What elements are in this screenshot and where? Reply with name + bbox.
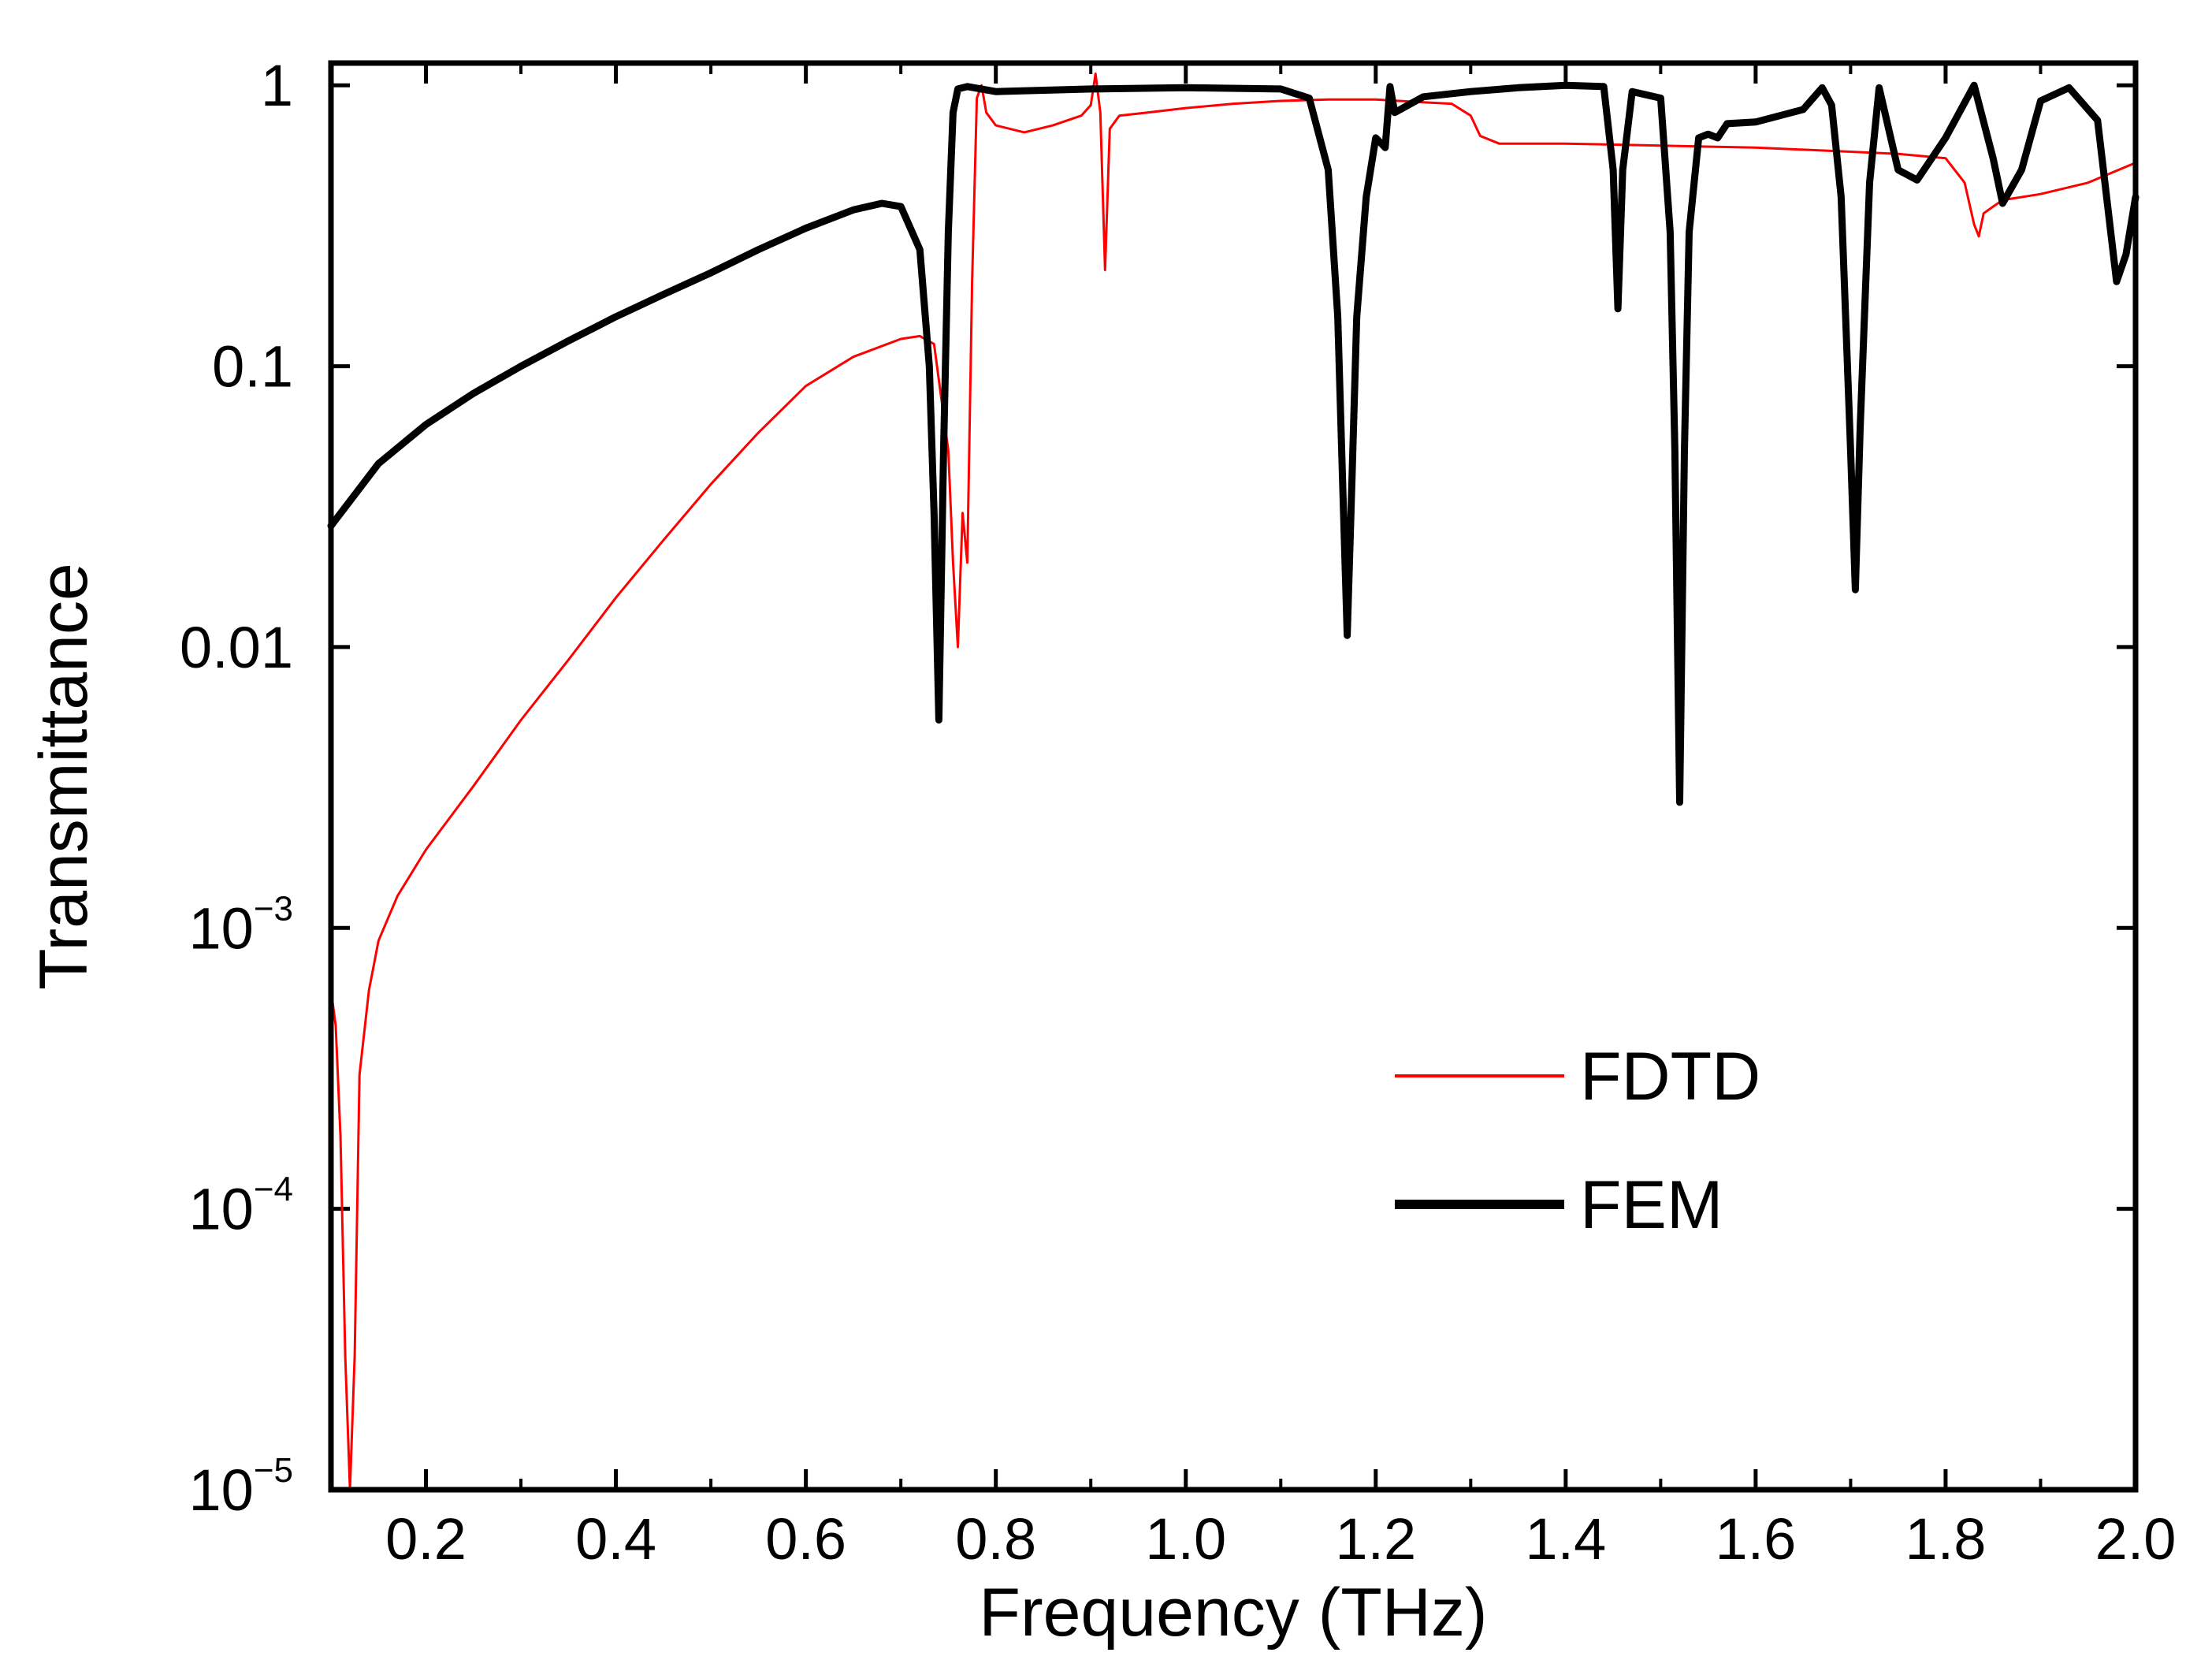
- x-tick-label: 2.0: [2095, 1506, 2177, 1572]
- y-tick-labels: 1 0.1 0.01 10−3 10−4 10−5: [180, 53, 293, 1523]
- y-axis-label: Transmittance: [26, 563, 102, 990]
- legend: FDTD FEM: [1395, 1039, 1760, 1243]
- x-tick-label: 1.8: [1905, 1506, 1987, 1572]
- x-tick-labels: 0.2 0.4 0.6 0.8 1.0 1.2 1.4 1.6 1.8 2.0: [385, 1506, 2176, 1572]
- series-layer: [327, 73, 2140, 1491]
- y-tick-label: 10−4: [189, 1170, 293, 1242]
- y-tick-exponent: −3: [254, 889, 293, 928]
- y-tick-label: 1: [261, 53, 293, 118]
- y-tick-label: 0.01: [180, 615, 293, 680]
- x-tick-label: 1.0: [1145, 1506, 1226, 1572]
- x-tick-label: 1.2: [1335, 1506, 1416, 1572]
- legend-label-fem: FEM: [1580, 1167, 1723, 1243]
- legend-label-fdtd: FDTD: [1580, 1039, 1760, 1115]
- x-tick-label: 1.4: [1525, 1506, 1606, 1572]
- x-tick-label: 0.2: [385, 1506, 467, 1572]
- x-tick-label: 0.6: [765, 1506, 846, 1572]
- x-tick-label: 1.6: [1715, 1506, 1796, 1572]
- x-tick-label: 0.8: [955, 1506, 1036, 1572]
- series-fem-line: [327, 81, 2140, 806]
- axis-ticks: [329, 63, 2138, 1492]
- y-tick-label: 10−3: [189, 889, 293, 961]
- y-tick-exponent: −4: [254, 1170, 293, 1209]
- y-tick-exponent: −5: [254, 1451, 293, 1490]
- y-tick-label: 10−5: [189, 1451, 293, 1523]
- plot-frame: [328, 60, 2139, 1493]
- x-axis-label: Frequency (THz): [979, 1575, 1487, 1651]
- y-tick-label: 0.1: [212, 334, 293, 400]
- x-tick-label: 0.4: [575, 1506, 656, 1572]
